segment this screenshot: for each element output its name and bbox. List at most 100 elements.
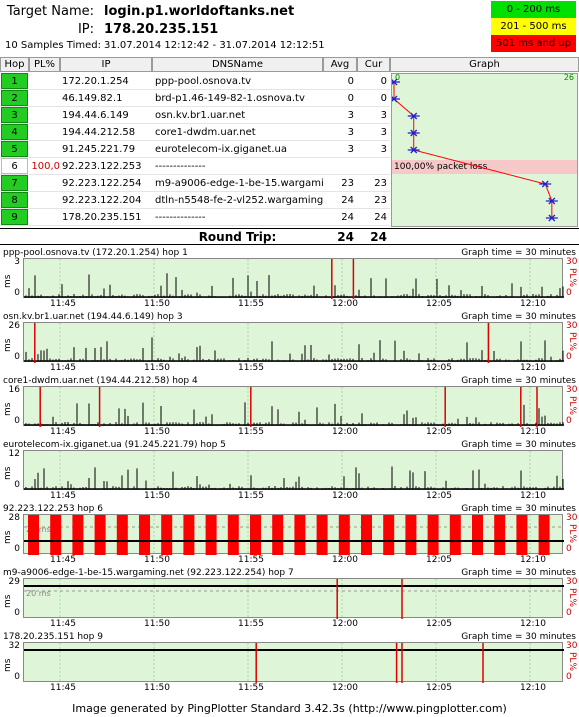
hop-timeline-panel: 92.223.122.253 hop 6 Graph time = 30 minu…: [0, 504, 579, 568]
x-axis-tick: 12:05: [426, 299, 452, 309]
panel-title: core1-dwdm.uar.net (194.44.212.58) hop 4: [3, 376, 198, 386]
col-dnsname[interactable]: DNSName: [152, 57, 323, 72]
panel-graph-time: Graph time = 30 minutes: [461, 632, 576, 642]
hop-row[interactable]: 3 194.44.6.149 osn.kv.br1.uar.net 3 3: [0, 107, 390, 124]
col-pl[interactable]: PL%: [29, 57, 60, 72]
timeline-plot[interactable]: [23, 258, 563, 298]
pl-axis-max: 30: [566, 385, 578, 395]
timeline-plot[interactable]: [23, 578, 563, 618]
hop-cur: 23: [374, 178, 387, 189]
hop-latency-marker: [539, 180, 552, 188]
x-axis-tick: 12:05: [426, 555, 452, 565]
y-axis-zero: 0: [14, 288, 20, 298]
y-axis-max: 12: [8, 449, 20, 459]
x-axis-tick: 11:55: [238, 299, 264, 309]
x-axis-tick: 12:05: [426, 427, 452, 437]
samples-value: 31.07.2014 12:12:42 - 31.07.2014 12:12:5…: [104, 40, 325, 51]
x-axis-tick: 11:45: [50, 363, 76, 373]
hop-cur: 0: [380, 76, 387, 87]
threshold-label: 20 ms: [26, 589, 51, 598]
hop-row[interactable]: 2 46.149.82.1 brd-p1.46-149-82-1.osnova.tv…: [0, 90, 390, 107]
hop-ip: 92.223.122.253: [62, 161, 142, 172]
x-axis-tick: 12:10: [520, 555, 546, 565]
timeline-latency-chart: [24, 323, 564, 363]
hop-ip: 172.20.1.254: [62, 76, 129, 87]
timeline-plot[interactable]: [23, 322, 563, 362]
packet-loss-block: [316, 515, 328, 555]
x-axis-tick: 11:45: [50, 683, 76, 693]
x-axis-tick: 12:10: [520, 427, 546, 437]
packet-loss-block: [338, 515, 350, 555]
x-axis-tick: 12:00: [332, 619, 358, 629]
col-avg[interactable]: Avg: [323, 57, 357, 72]
pl-axis-max: 30: [566, 577, 578, 587]
hop-timeline-panel: eurotelecom-ix.giganet.ua (91.245.221.79…: [0, 440, 579, 504]
round-trip-row: Round Trip: 24 24: [0, 228, 579, 245]
col-graph[interactable]: Graph: [390, 57, 579, 72]
packet-loss-block: [383, 515, 395, 555]
panel-graph-time: Graph time = 30 minutes: [461, 504, 576, 514]
hop-dnsname: dtln-n5548-fe-2-vl252.wargaming.n: [155, 195, 323, 206]
timeline-plot[interactable]: [23, 386, 563, 426]
x-axis-tick: 12:00: [332, 555, 358, 565]
hop-row[interactable]: 5 91.245.221.79 eurotelecom-ix.giganet.ua 3…: [0, 141, 390, 158]
hop-ip: 194.44.212.58: [62, 127, 136, 138]
hop-avg: 3: [347, 127, 354, 138]
x-axis-tick: 11:55: [238, 427, 264, 437]
hop-latency-marker: [407, 112, 420, 120]
y-axis-zero: 0: [14, 672, 20, 682]
hop-number: 5: [1, 141, 28, 157]
hop-row[interactable]: 9 178.20.235.151 -------------- 24 24: [0, 209, 390, 226]
hop-dnsname: eurotelecom-ix.giganet.ua: [155, 144, 288, 155]
panel-title: osn.kv.br1.uar.net (194.44.6.149) hop 3: [3, 312, 183, 322]
hop-cur: 23: [374, 195, 387, 206]
report-header: Target Name: login.p1.worldoftanks.net I…: [0, 0, 579, 55]
hop-latency-marker: [407, 146, 420, 154]
hop-row[interactable]: 7 92.223.122.254 m9-a9006-edge-1-be-15.war…: [0, 175, 390, 192]
x-axis-tick: 12:10: [520, 683, 546, 693]
x-axis-tick: 11:50: [144, 427, 170, 437]
samples-label: 10 Samples Timed:: [5, 40, 101, 51]
timeline-latency-chart: [24, 643, 564, 683]
ip-label: IP:: [77, 22, 94, 37]
panel-title: 92.223.122.253 hop 6: [3, 504, 103, 514]
ms-axis-label: ms: [3, 274, 13, 288]
col-cur[interactable]: Cur: [357, 57, 390, 72]
pl-axis-label: PL%: [567, 268, 577, 287]
packet-loss-block: [272, 515, 284, 555]
hop-pl: [29, 107, 60, 124]
x-axis-tick: 12:05: [426, 491, 452, 501]
y-axis-max: 3: [14, 257, 20, 267]
hop-avg: [323, 158, 354, 175]
hop-row[interactable]: 4 194.44.212.58 core1-dwdm.uar.net 3 3: [0, 124, 390, 141]
hop-cur: 24: [374, 212, 387, 223]
col-hop[interactable]: Hop: [0, 57, 29, 72]
timeline-plot[interactable]: [23, 642, 563, 682]
x-axis-tick: 12:10: [520, 363, 546, 373]
hop-cur: [357, 158, 387, 175]
timeline-latency-chart: [24, 387, 564, 427]
x-axis-tick: 11:50: [144, 683, 170, 693]
pl-axis-label: PL%: [567, 524, 577, 543]
col-ip[interactable]: IP: [60, 57, 152, 72]
x-axis-tick: 11:55: [238, 491, 264, 501]
packet-loss-block: [161, 515, 173, 555]
hop-row[interactable]: 8 92.223.122.204 dtln-n5548-fe-2-vl252.war…: [0, 192, 390, 209]
hop-pl: [29, 175, 60, 192]
pl-axis-label: PL%: [567, 652, 577, 671]
hop-row[interactable]: 6 100,0 92.223.122.253 --------------: [0, 158, 390, 175]
hop-timeline-panel: ppp-pool.osnova.tv (172.20.1.254) hop 1 G…: [0, 248, 579, 312]
hop-ip: 92.223.122.254: [62, 178, 142, 189]
round-trip-cur: 24: [370, 230, 387, 244]
graph-axis-max: 26: [563, 73, 574, 82]
hop-row[interactable]: 1 172.20.1.254 ppp-pool.osnova.tv 0 0: [0, 73, 390, 90]
x-axis-tick: 12:05: [426, 363, 452, 373]
hop-dnsname: m9-a9006-edge-1-be-15.wargamin: [155, 178, 323, 189]
pl-axis-zero: 0: [566, 544, 572, 554]
packet-loss-block: [405, 515, 417, 555]
x-axis-tick: 11:55: [238, 363, 264, 373]
hop-latency-marker: [392, 78, 400, 86]
target-name-label: Target Name:: [6, 4, 94, 19]
x-axis-tick: 11:45: [50, 555, 76, 565]
hop-avg: 23: [341, 178, 354, 189]
